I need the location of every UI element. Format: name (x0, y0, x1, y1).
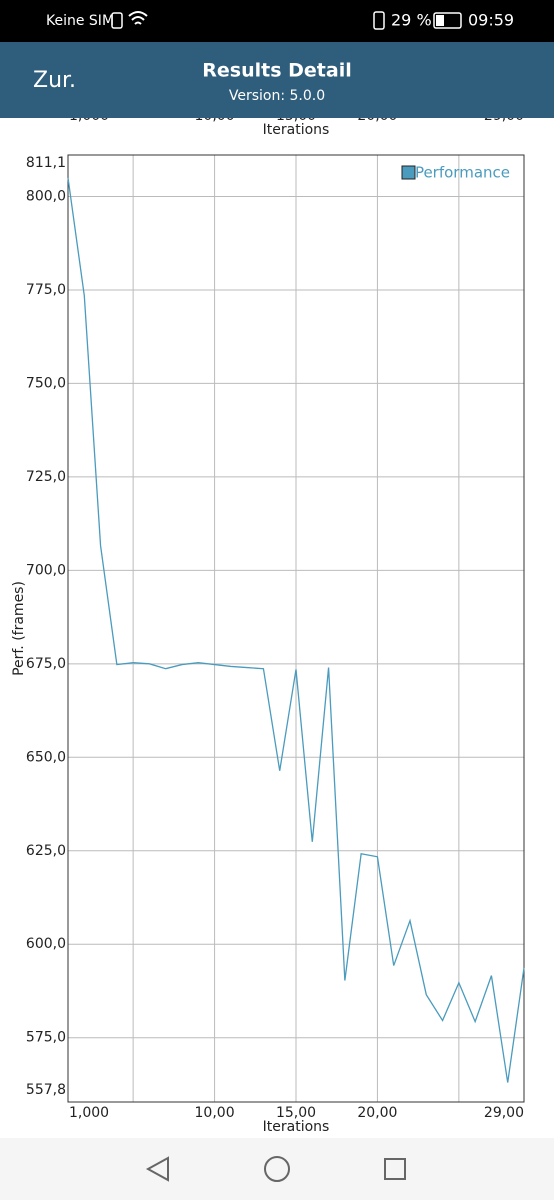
clock: 09:59 (468, 11, 514, 30)
battery-level: 29 % (391, 11, 432, 30)
back-button[interactable]: Zur. (33, 68, 76, 93)
y-tick-label: 650,0 (26, 749, 66, 765)
x-tick-label: 1,000 (69, 1105, 109, 1121)
page-title: Results Detail (202, 60, 351, 82)
y-tick-label: 575,0 (26, 1030, 66, 1046)
x-axis-label-top: Iterations (263, 122, 330, 138)
y-tick-label: 750,0 (26, 375, 66, 391)
y-tick-label: 625,0 (26, 843, 66, 859)
nav-home[interactable] (264, 1156, 290, 1182)
data-line (67, 177, 525, 1083)
sim-icon (111, 12, 123, 29)
wifi-icon (128, 11, 148, 25)
x-tick-label: 29,00 (484, 1105, 524, 1121)
y-tick-label: 725,0 (26, 469, 66, 485)
nav-back[interactable] (145, 1156, 169, 1182)
plot-frame (67, 154, 525, 1103)
y-tick-label: 775,0 (26, 282, 66, 298)
y-tick-label: 675,0 (26, 656, 66, 672)
page-subtitle: Version: 5.0.0 (229, 88, 325, 104)
y-tick-label: 557,8 (26, 1082, 66, 1098)
legend-label: Performance (415, 164, 510, 182)
nav-recent[interactable] (384, 1158, 406, 1180)
app-header (0, 42, 554, 118)
battery-fill (436, 15, 444, 26)
y-axis-label: Perf. (frames) (11, 581, 27, 676)
y-tick-label: 600,0 (26, 936, 66, 952)
chart: 557,8 575,0 600,0 625,0 650,0 675,0 700,0 725,0… (11, 154, 525, 1135)
vibrate-icon (373, 11, 385, 30)
battery-icon (433, 12, 462, 29)
legend-swatch (401, 165, 416, 180)
y-tick-label: 800,0 (26, 188, 66, 204)
x-tick-label: 15,00 (276, 1105, 316, 1121)
x-tick-label: 10,00 (195, 1105, 235, 1121)
carrier: Keine SIM (46, 13, 114, 29)
nav-bar (0, 1138, 554, 1200)
x-tick-label: 20,00 (357, 1105, 397, 1121)
y-tick-label: 811,1 (26, 155, 66, 171)
x-axis-label: Iterations (263, 1119, 330, 1135)
y-tick-label: 700,0 (26, 562, 66, 578)
